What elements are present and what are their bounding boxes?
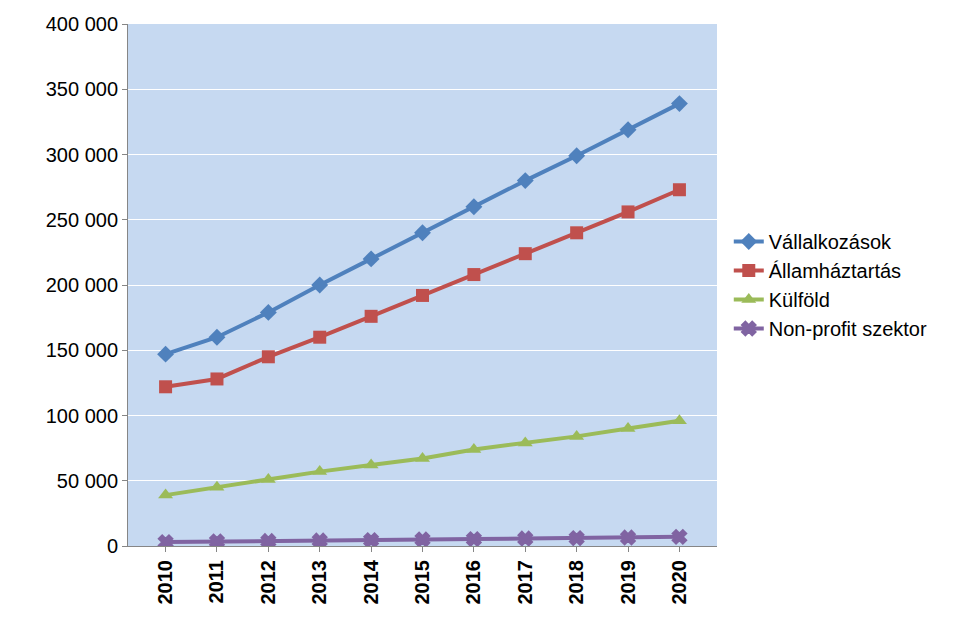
svg-text:2014: 2014 xyxy=(360,559,382,604)
svg-text:2013: 2013 xyxy=(308,560,330,605)
svg-text:350 000: 350 000 xyxy=(46,78,118,100)
svg-text:2018: 2018 xyxy=(565,560,587,605)
svg-text:2015: 2015 xyxy=(411,560,433,605)
svg-text:2017: 2017 xyxy=(514,560,536,605)
svg-text:250 000: 250 000 xyxy=(46,209,118,231)
svg-text:50 000: 50 000 xyxy=(57,470,118,492)
svg-text:2012: 2012 xyxy=(257,560,279,605)
svg-text:2011: 2011 xyxy=(205,560,227,603)
svg-text:300 000: 300 000 xyxy=(46,144,118,166)
svg-text:2016: 2016 xyxy=(462,560,484,605)
svg-text:400 000: 400 000 xyxy=(46,13,118,35)
svg-text:Külföld: Külföld xyxy=(769,289,830,311)
svg-text:Államháztartás: Államháztartás xyxy=(769,260,901,282)
svg-text:100 000: 100 000 xyxy=(46,405,118,427)
svg-text:150 000: 150 000 xyxy=(46,339,118,361)
svg-text:2020: 2020 xyxy=(668,560,690,605)
svg-text:2010: 2010 xyxy=(154,560,176,605)
svg-text:Non-profit szektor: Non-profit szektor xyxy=(769,318,927,340)
svg-text:Vállalkozások: Vállalkozások xyxy=(769,231,892,253)
svg-text:2019: 2019 xyxy=(617,560,639,605)
svg-text:0: 0 xyxy=(107,535,118,557)
svg-text:200 000: 200 000 xyxy=(46,274,118,296)
